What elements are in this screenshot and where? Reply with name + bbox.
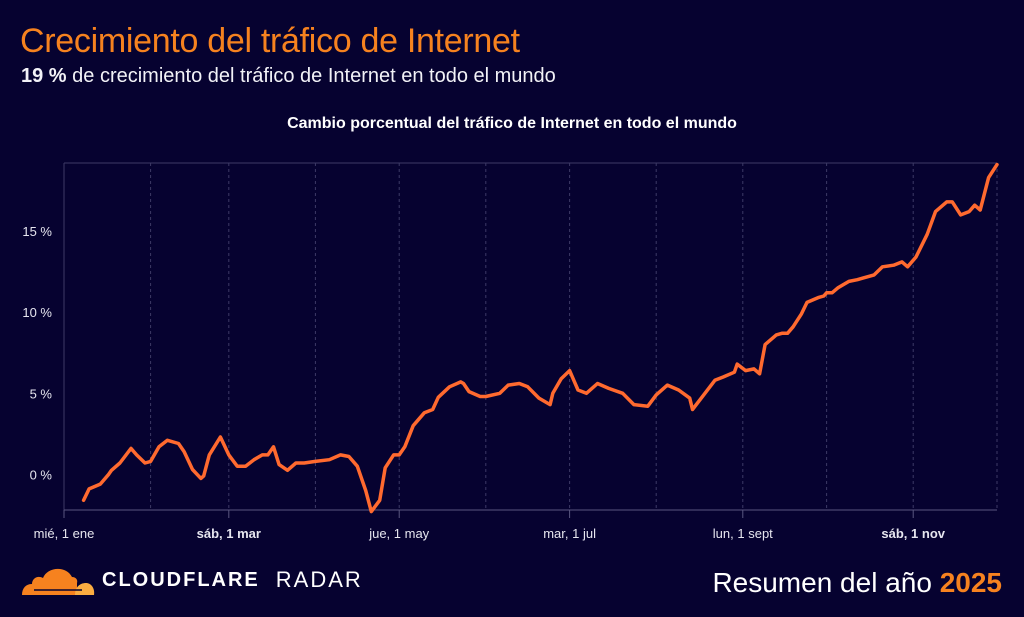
y-tick-label: 0 % xyxy=(30,467,53,482)
year-summary: Resumen del año 2025 xyxy=(712,567,1002,599)
growth-value: 19 % xyxy=(21,65,67,87)
x-tick-label: jue, 1 may xyxy=(368,526,429,541)
product-name: RADAR xyxy=(275,567,363,592)
summary-text: Resumen del año xyxy=(712,567,940,598)
x-tick-label: sáb, 1 nov xyxy=(881,526,945,541)
page-title: Crecimiento del tráfico de Internet xyxy=(20,22,520,60)
y-tick-label: 5 % xyxy=(30,386,53,401)
y-tick-label: 15 % xyxy=(22,224,52,239)
chart-title: Cambio porcentual del tráfico de Interne… xyxy=(287,115,737,132)
x-tick-label: lun, 1 sept xyxy=(713,526,773,541)
x-tick-label: mié, 1 ene xyxy=(34,526,95,541)
y-tick-label: 10 % xyxy=(22,305,52,320)
cloudflare-cloud-icon xyxy=(22,568,95,595)
subtitle-text: de crecimiento del tráfico de Internet e… xyxy=(66,65,556,87)
traffic-change-line xyxy=(81,162,999,514)
brand-name: CLOUDFLARE xyxy=(102,568,260,591)
x-tick-label: sáb, 1 mar xyxy=(197,526,261,541)
x-tick-label: mar, 1 jul xyxy=(543,526,596,541)
summary-year: 2025 xyxy=(939,567,1002,598)
cloudflare-radar-logo: CLOUDFLARE RADAR xyxy=(20,563,363,597)
page-subtitle: 19 % de crecimiento del tráfico de Inter… xyxy=(21,65,556,88)
